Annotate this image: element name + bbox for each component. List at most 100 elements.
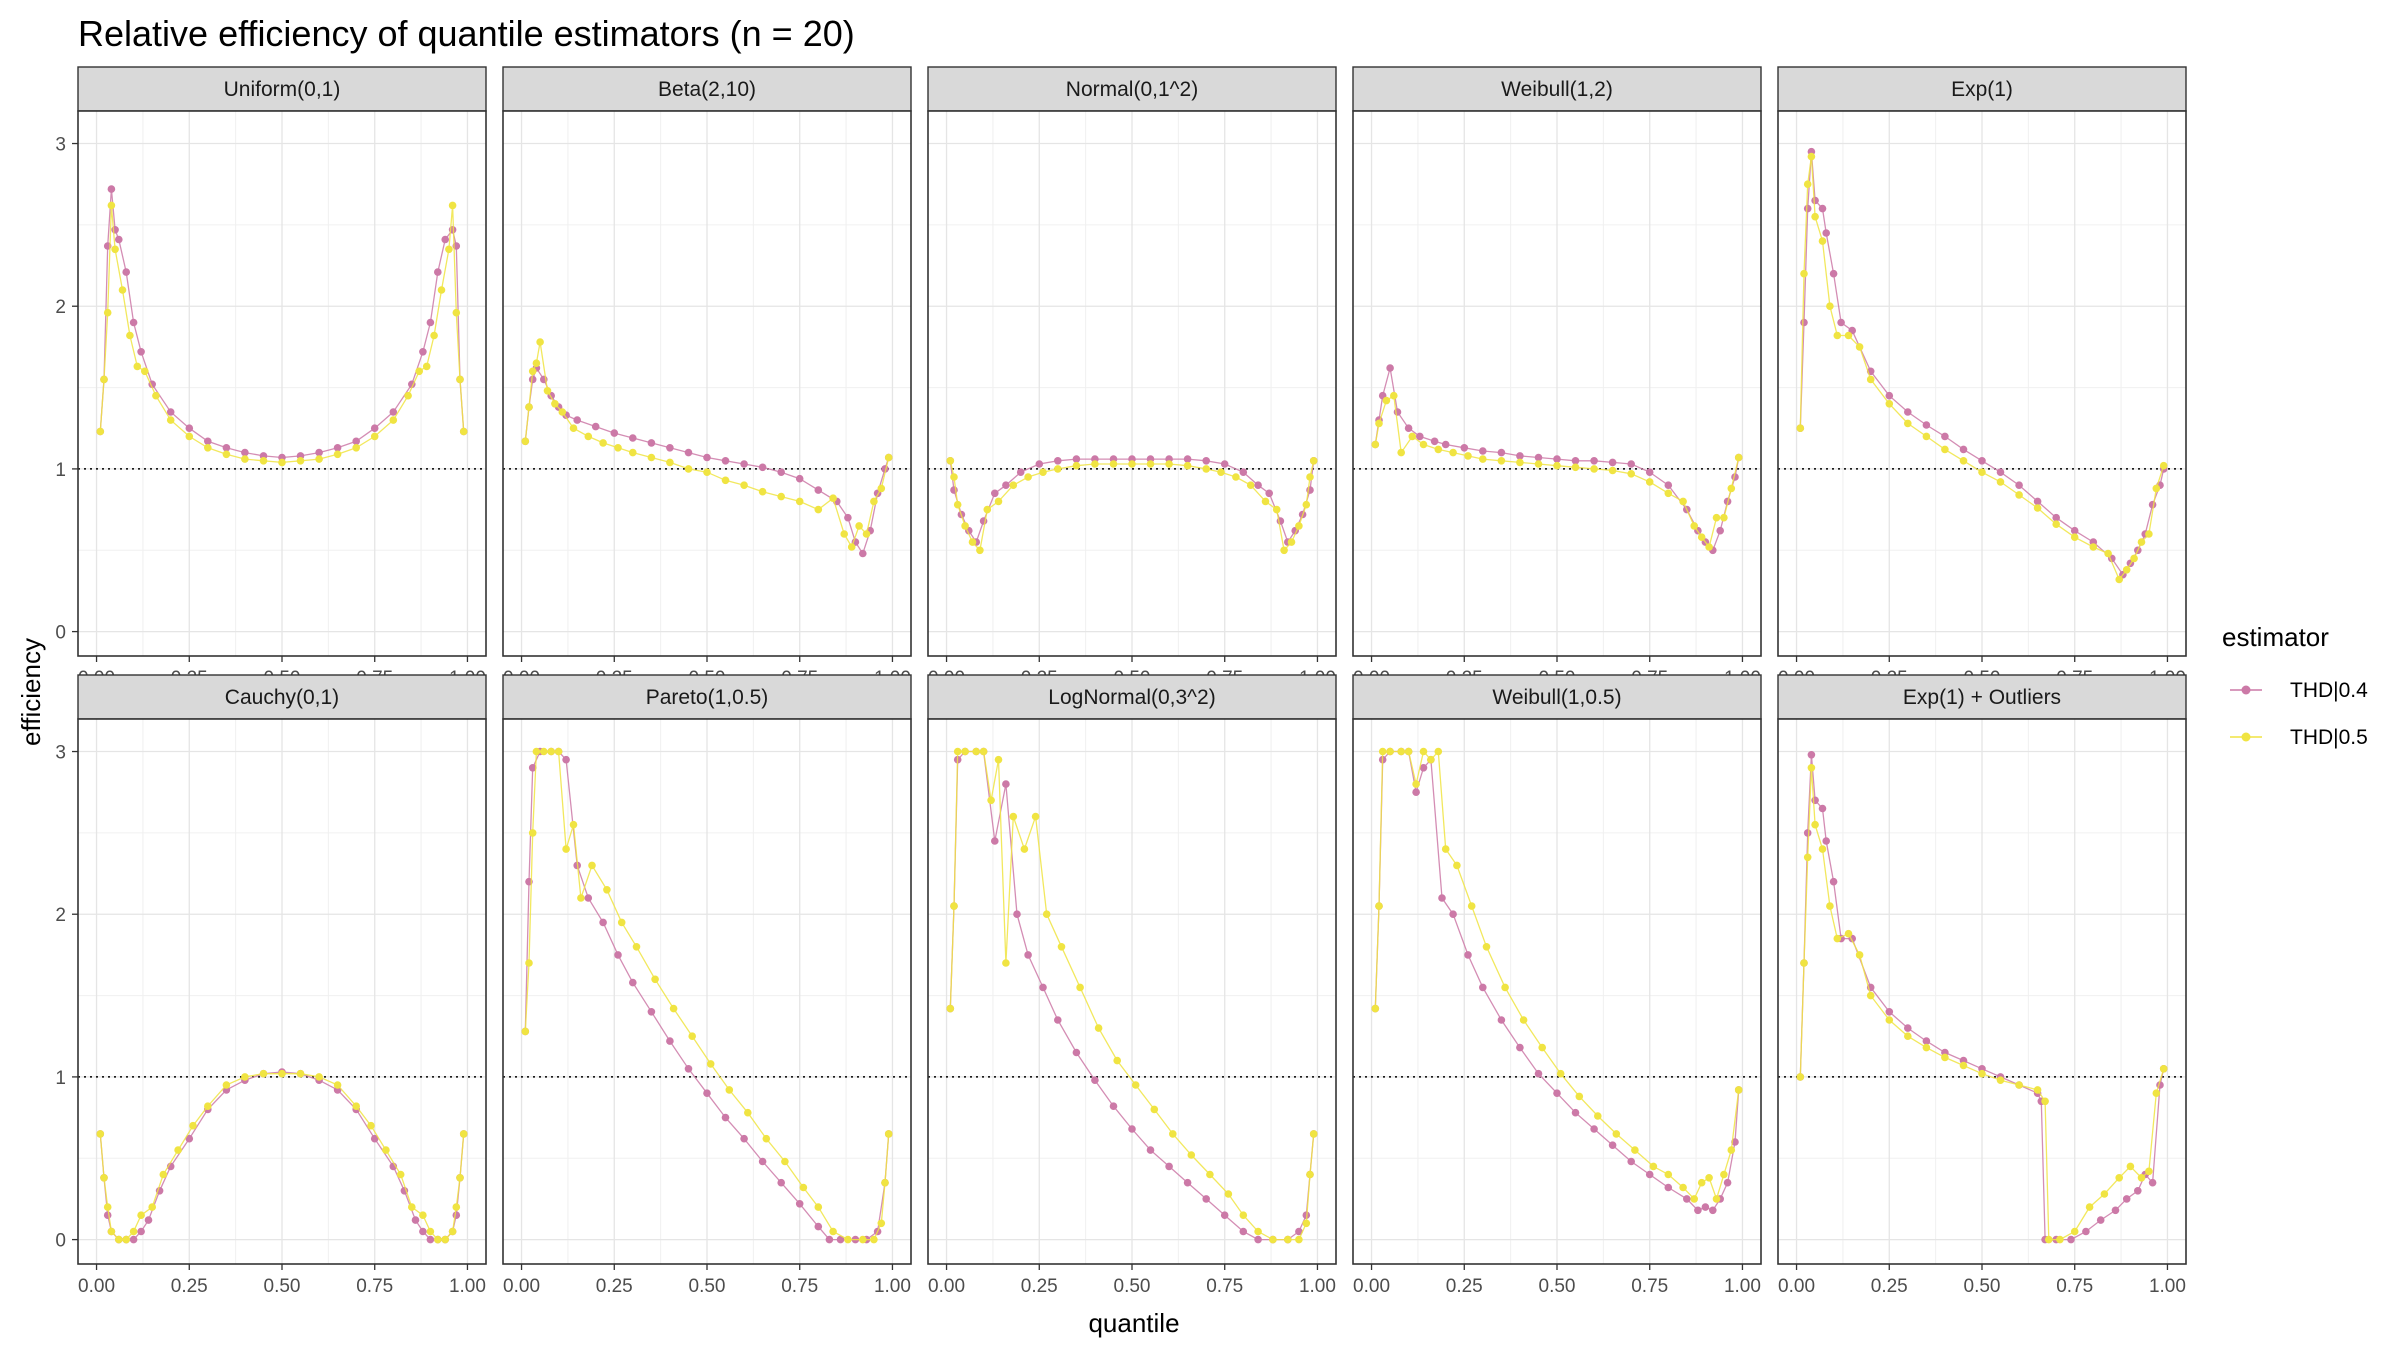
data-point bbox=[1922, 421, 1931, 429]
data-point bbox=[1534, 460, 1543, 468]
data-point bbox=[2033, 504, 2042, 512]
data-point bbox=[1408, 432, 1417, 441]
data-point bbox=[1091, 1076, 1099, 1084]
y-tick-label: 1 bbox=[55, 460, 66, 481]
data-point bbox=[1187, 1151, 1196, 1159]
data-point bbox=[758, 1157, 767, 1166]
data-point bbox=[1054, 1016, 1062, 1024]
facet-strip bbox=[502, 66, 912, 112]
data-point bbox=[1441, 440, 1450, 449]
data-point bbox=[599, 918, 607, 927]
data-point bbox=[844, 513, 852, 522]
data-point bbox=[1072, 1048, 1081, 1057]
data-point bbox=[814, 1222, 823, 1231]
data-point bbox=[144, 1216, 153, 1224]
data-point bbox=[437, 286, 446, 294]
facet-strip-label: Exp(1) + Outliers bbox=[1903, 686, 2061, 709]
data-point bbox=[1239, 1227, 1248, 1236]
data-point bbox=[1416, 432, 1424, 441]
data-point bbox=[946, 1004, 955, 1013]
data-point bbox=[1712, 1195, 1721, 1203]
series-thd-0-5 bbox=[521, 338, 893, 551]
data-point bbox=[1679, 1183, 1687, 1192]
data-point bbox=[972, 747, 980, 756]
data-point bbox=[744, 1108, 752, 1117]
data-point bbox=[1885, 400, 1894, 408]
data-point bbox=[599, 439, 607, 447]
data-point bbox=[315, 455, 323, 463]
data-point bbox=[829, 494, 837, 503]
data-point bbox=[103, 308, 112, 317]
data-point bbox=[584, 432, 593, 441]
data-point bbox=[204, 437, 212, 446]
data-point bbox=[1464, 452, 1472, 460]
facet-strip bbox=[1777, 66, 2187, 112]
data-point bbox=[1556, 1069, 1565, 1078]
data-point bbox=[115, 235, 123, 244]
x-tick-label: 0.25 bbox=[1446, 1276, 1483, 1297]
data-point bbox=[1803, 180, 1812, 188]
data-point bbox=[2159, 461, 2168, 470]
data-point bbox=[1575, 1092, 1584, 1101]
data-point bbox=[204, 444, 212, 452]
data-point bbox=[2052, 513, 2060, 522]
data-point bbox=[426, 318, 435, 327]
data-point bbox=[1571, 457, 1580, 465]
data-point bbox=[1645, 478, 1654, 486]
data-point bbox=[1727, 484, 1736, 493]
data-point bbox=[2115, 1174, 2123, 1182]
panel-exp-1: Exp(1)0.000.250.500.751.00 bbox=[1777, 66, 2187, 689]
data-point bbox=[1866, 991, 1875, 1000]
data-point bbox=[528, 367, 537, 376]
data-point bbox=[562, 845, 570, 853]
data-point bbox=[159, 1170, 168, 1179]
data-point bbox=[1922, 1037, 1931, 1045]
data-point bbox=[991, 489, 999, 498]
data-point bbox=[1183, 455, 1192, 463]
series-thd-0-4 bbox=[1371, 747, 1743, 1215]
data-point bbox=[647, 1008, 656, 1016]
data-point bbox=[725, 1086, 734, 1094]
data-point bbox=[2070, 526, 2079, 535]
data-point bbox=[166, 416, 175, 424]
x-tick-label: 0.75 bbox=[2056, 1276, 2093, 1297]
data-point bbox=[994, 755, 1003, 764]
data-point bbox=[2015, 1081, 2023, 1089]
x-tick-label: 0.00 bbox=[503, 1276, 540, 1297]
data-point bbox=[1404, 424, 1413, 433]
data-point bbox=[950, 902, 958, 910]
data-point bbox=[370, 432, 379, 441]
legend: estimator THD|0.4 THD|0.5 bbox=[2222, 622, 2368, 749]
data-point bbox=[111, 226, 119, 234]
data-point bbox=[870, 497, 878, 506]
data-point bbox=[103, 1203, 112, 1211]
data-point bbox=[1800, 318, 1808, 327]
data-point bbox=[777, 468, 785, 477]
series-thd-0-5 bbox=[521, 747, 893, 1244]
data-point bbox=[1922, 1043, 1931, 1052]
data-point bbox=[684, 448, 693, 457]
panel-weibull-1-2: Weibull(1,2)0.000.250.500.751.00 bbox=[1352, 66, 1762, 689]
y-axis-title: efficiency bbox=[16, 638, 46, 746]
data-point bbox=[1031, 812, 1040, 821]
data-point bbox=[1146, 460, 1155, 468]
x-tick-label: 1.00 bbox=[2149, 1276, 2186, 1297]
x-tick-label: 0.25 bbox=[171, 1276, 208, 1297]
data-point bbox=[1594, 1112, 1602, 1120]
data-point bbox=[1375, 902, 1383, 910]
data-point bbox=[1261, 497, 1270, 506]
data-point bbox=[1716, 526, 1724, 535]
data-point bbox=[1996, 468, 2005, 477]
facet-panels: Uniform(0,1) 0.00 0.25 0.50 0.75 1.00 0 1 2 3 Beta… bbox=[55, 66, 2187, 1297]
data-point bbox=[1811, 196, 1819, 205]
data-point bbox=[521, 437, 530, 446]
data-point bbox=[2104, 549, 2112, 558]
facet-strip-label: Weibull(1,0.5) bbox=[1492, 686, 1621, 709]
data-point bbox=[1009, 812, 1018, 821]
data-point bbox=[448, 1227, 457, 1236]
data-point bbox=[241, 1073, 249, 1081]
x-tick-label: 0.00 bbox=[928, 1276, 965, 1297]
data-point bbox=[1239, 1211, 1248, 1219]
facet-strip-label: Normal(0,1^2) bbox=[1066, 78, 1198, 101]
